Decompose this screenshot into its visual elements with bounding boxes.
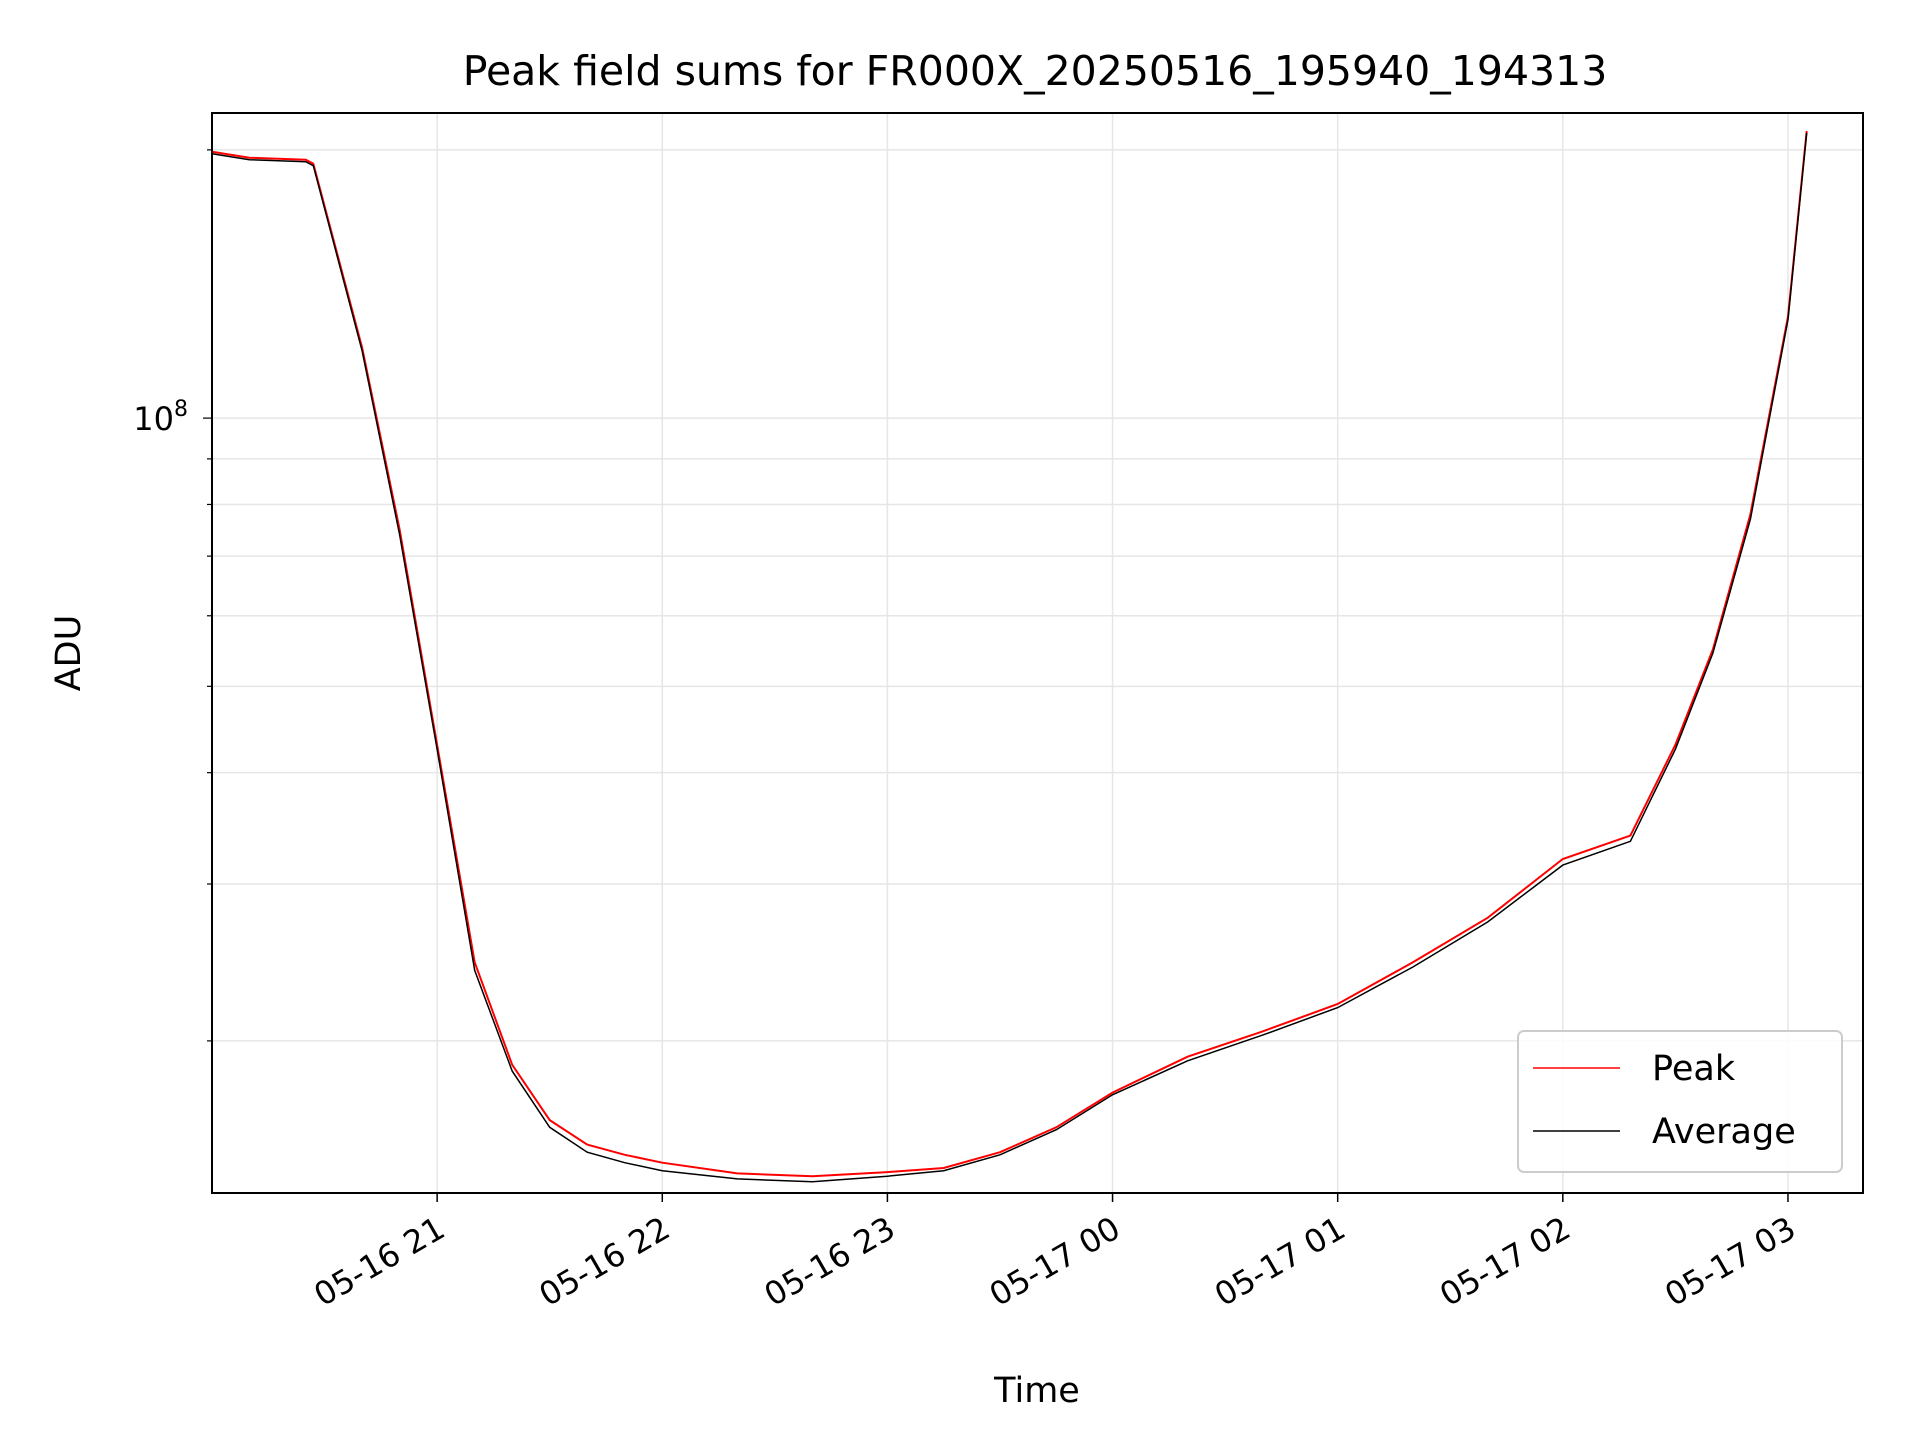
grid <box>212 113 1863 1193</box>
y-tick-label: 108 <box>133 397 188 438</box>
series-line-average <box>211 132 1808 1183</box>
legend-box <box>1517 1030 1843 1173</box>
x-axis-label: Time <box>993 1371 1080 1411</box>
chart-title: Peak field sums for FR000X_20250516_1959… <box>463 47 1608 95</box>
series-line-peak <box>211 130 1808 1178</box>
legend-label-peak: Peak <box>1652 1049 1736 1089</box>
series-layer <box>211 130 1808 1183</box>
y-axis-label: ADU <box>49 615 89 692</box>
legend: Peak Average <box>1517 1030 1843 1173</box>
legend-label-average: Average <box>1652 1112 1796 1152</box>
y-ticks: 108 <box>133 149 212 1042</box>
plot-frame <box>211 112 1864 1194</box>
